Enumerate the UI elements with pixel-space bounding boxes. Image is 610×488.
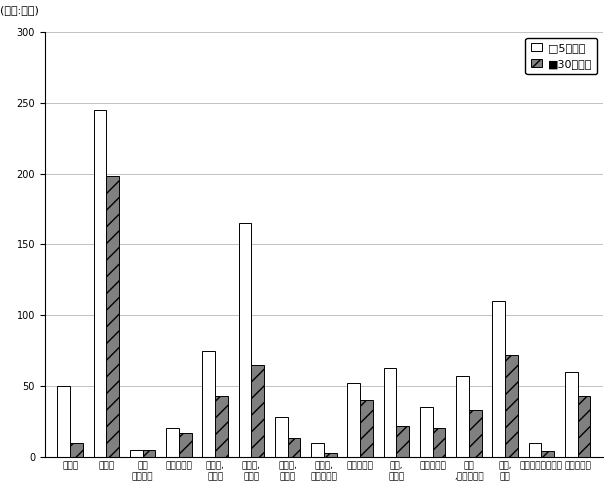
Bar [432,428,445,457]
Bar [288,438,300,457]
Bar [311,443,324,457]
Bar [130,450,143,457]
Bar [384,367,396,457]
Bar [469,410,482,457]
Bar [70,443,83,457]
Bar [94,110,106,457]
Bar [420,407,432,457]
Bar [166,428,179,457]
Bar [396,426,409,457]
Bar [456,376,469,457]
Bar [492,301,505,457]
Bar [529,443,542,457]
Bar [143,450,156,457]
Bar [215,396,228,457]
Bar [542,451,554,457]
Bar [203,350,215,457]
Bar [360,400,373,457]
Bar [179,433,192,457]
Bar [251,365,264,457]
Bar [57,386,70,457]
Bar [348,383,360,457]
Bar [239,223,251,457]
Bar [578,396,590,457]
Legend: □5人以上, ■30人以上: □5人以上, ■30人以上 [525,38,598,74]
Bar [505,355,518,457]
Bar [106,177,119,457]
Text: (単位:千人): (単位:千人) [0,5,39,15]
Bar [275,417,288,457]
Bar [565,372,578,457]
Bar [324,452,337,457]
